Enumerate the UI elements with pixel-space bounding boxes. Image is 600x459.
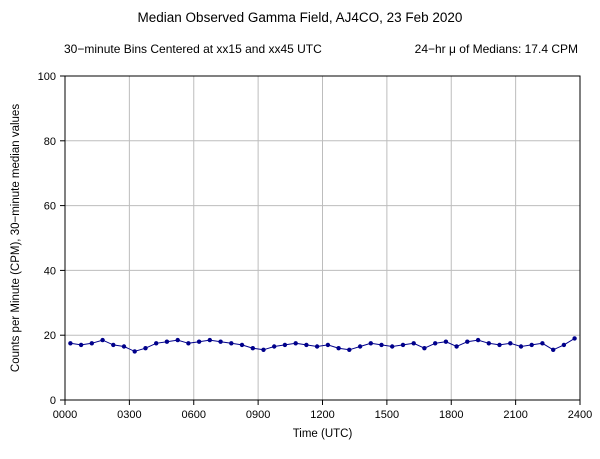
data-point [561, 342, 567, 348]
data-point [175, 337, 180, 343]
data-point [368, 341, 373, 346]
data-point [261, 347, 266, 352]
x-tick-label: 0300 [117, 409, 141, 421]
data-point [154, 341, 159, 346]
data-point [250, 346, 255, 351]
data-point [390, 344, 395, 349]
chart-subtitle-bins: 30−minute Bins Centered at xx15 and xx45… [64, 42, 322, 56]
y-tick-label: 20 [44, 330, 56, 342]
data-point [196, 339, 202, 344]
data-point [422, 346, 427, 351]
data-point [325, 342, 331, 348]
data-point [540, 341, 545, 346]
data-point [164, 339, 170, 344]
x-tick-label: 1800 [439, 409, 463, 421]
data-point [572, 336, 577, 341]
data-point [218, 339, 223, 344]
data-point [272, 344, 277, 349]
data-point [207, 337, 212, 343]
data-point [143, 346, 148, 351]
x-tick-label: 2400 [568, 409, 592, 421]
grid-lines [65, 76, 580, 400]
y-tick-label: 60 [44, 201, 56, 213]
y-tick-label: 100 [38, 71, 56, 83]
data-point [497, 342, 502, 348]
data-point [379, 342, 384, 348]
data-point [357, 344, 363, 349]
data-point [400, 342, 406, 348]
data-point [186, 341, 191, 346]
y-tick-label: 80 [44, 136, 56, 148]
data-point [304, 342, 309, 348]
data-point [475, 337, 481, 343]
data-point [443, 339, 449, 344]
chart-subtitle-mean: 24−hr μ of Medians: 17.4 CPM [414, 42, 578, 56]
data-point [100, 337, 105, 343]
data-point [89, 341, 95, 346]
data-point [121, 344, 127, 349]
data-point [68, 341, 73, 346]
data-point [347, 347, 352, 352]
data-point [132, 349, 137, 354]
data-point [239, 342, 245, 348]
data-point [486, 341, 491, 346]
data-point [229, 341, 234, 346]
data-point [336, 346, 341, 351]
data-point [111, 342, 116, 348]
x-tick-label: 0900 [246, 409, 270, 421]
x-tick-label: 2100 [503, 409, 527, 421]
data-point [433, 341, 438, 346]
data-point [465, 339, 470, 344]
y-tick-label: 40 [44, 265, 56, 277]
data-point [551, 347, 556, 352]
data-point [529, 342, 534, 348]
data-point [293, 341, 298, 346]
chart-title: Median Observed Gamma Field, AJ4CO, 23 F… [137, 10, 463, 25]
x-tick-label: 0000 [53, 409, 77, 421]
y-tick-label: 0 [50, 395, 56, 407]
x-tick-label: 0600 [182, 409, 206, 421]
tick-labels: 0000 0300 0600 0900 1200 1500 1800 2100 2400 0 20 4… [38, 71, 593, 421]
data-point [508, 341, 513, 346]
data-point [78, 342, 84, 348]
data-point [454, 344, 459, 349]
x-tick-label: 1500 [375, 409, 399, 421]
data-point [282, 342, 288, 348]
tick-marks [60, 75, 581, 405]
y-axis-label: Counts per Minute (CPM), 30−minute media… [10, 103, 22, 373]
data-point [518, 344, 524, 349]
x-tick-label: 1200 [310, 409, 334, 421]
data-point [411, 341, 416, 346]
x-axis-label: Time (UTC) [292, 428, 353, 440]
data-point [314, 344, 320, 349]
median-cpm-series [68, 336, 577, 354]
